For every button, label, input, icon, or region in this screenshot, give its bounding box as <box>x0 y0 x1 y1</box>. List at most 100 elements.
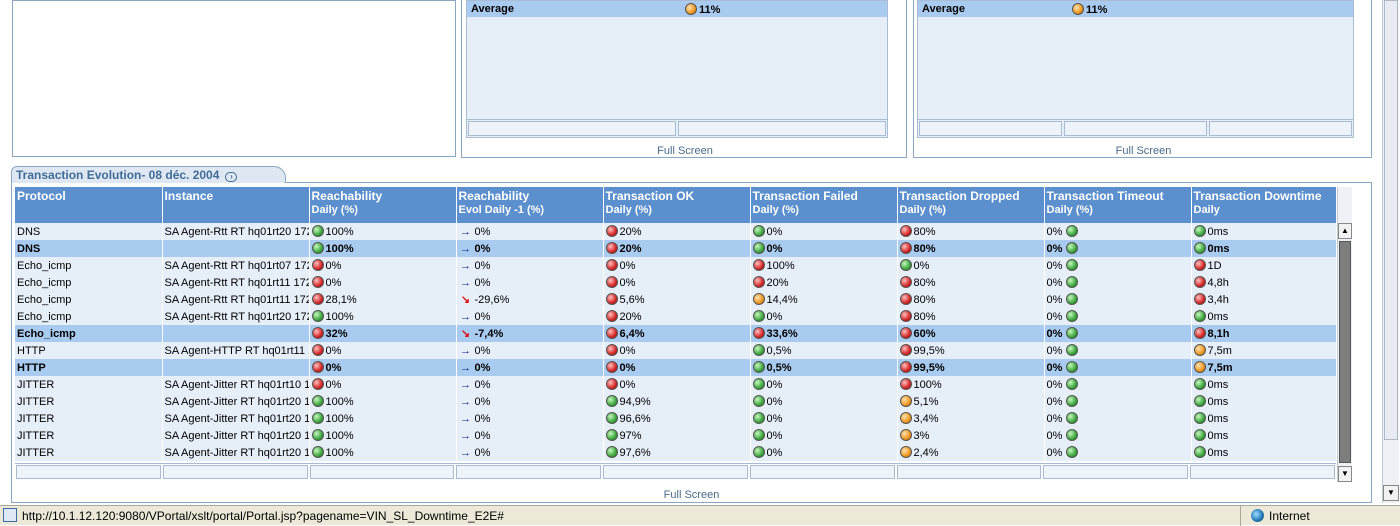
average-value-text: 11% <box>1086 4 1108 16</box>
table-row[interactable]: JITTER SA Agent-Jitter RT hq01rt20 1 100% →… <box>15 444 1336 461</box>
red-dot-icon <box>605 310 618 322</box>
table-scrollbar-thumb[interactable] <box>1339 241 1351 463</box>
table-row[interactable]: JITTER SA Agent-Jitter RT hq01rt20 1 100% →… <box>15 410 1336 427</box>
table-cell: Echo_icmp <box>15 274 162 291</box>
cell-text: 0% <box>474 446 491 459</box>
column-subtitle: Daily (%) <box>311 204 358 216</box>
table-row[interactable]: DNS SA Agent-Rtt RT hq01rt20 172 100% → 0% 20… <box>15 223 1336 240</box>
column-subtitle: Daily (%) <box>899 204 946 216</box>
column-header[interactable]: Transaction Dropped Daily (%) <box>897 187 1045 223</box>
table-cell: 0% <box>750 223 897 240</box>
page-scrollbar-thumb[interactable] <box>1384 0 1398 440</box>
table-row[interactable]: Echo_icmp SA Agent-Rtt RT hq01rt11 172 28,… <box>15 291 1336 308</box>
table-cell: 0% <box>750 308 897 325</box>
cell-text: 100% <box>325 311 354 323</box>
column-header[interactable]: Instance <box>162 187 310 223</box>
table-row[interactable]: Echo_icmp SA Agent-Rtt RT hq01rt20 172 100… <box>15 308 1336 325</box>
table-cell: 8,1h <box>1191 325 1336 342</box>
table-cell: 0% <box>1044 257 1191 274</box>
table-cell: Echo_icmp <box>15 325 162 342</box>
green-dot-icon <box>1066 412 1079 424</box>
summary-row[interactable]: HTTP 0% → 0% 0% 0,5% 99,5% 0% 7,5m <box>15 359 1336 376</box>
table-row[interactable]: JITTER SA Agent-Jitter RT hq01rt10 1 0% → 0%… <box>15 376 1336 393</box>
orange-dot-icon <box>899 429 912 441</box>
arrow-right-icon: → <box>460 310 471 323</box>
table-cell: 94,9% <box>603 393 750 410</box>
table-row[interactable]: Echo_icmp SA Agent-Rtt RT hq01rt11 172 0% →… <box>15 274 1336 291</box>
green-dot-icon <box>752 429 765 441</box>
table-scroll-up-button[interactable]: ▲ <box>1338 223 1352 239</box>
table-row[interactable]: JITTER SA Agent-Jitter RT hq01rt20 1 100% →… <box>15 427 1336 444</box>
cell-text: 100% <box>325 447 354 459</box>
full-screen-link[interactable]: Full Screen <box>1115 145 1172 157</box>
column-header[interactable]: Reachability Evol Daily -1 (%) <box>456 187 604 223</box>
page-icon <box>3 508 17 522</box>
table-scrollbar[interactable]: ▲ ▼ <box>1337 187 1352 482</box>
column-header[interactable]: Transaction Downtime Daily <box>1191 187 1337 223</box>
column-header[interactable]: Protocol <box>15 187 163 223</box>
table-cell: SA Agent-Rtt RT hq01rt20 172 <box>162 308 309 325</box>
tab-transaction-evolution[interactable]: Transaction Evolution- 08 déc. 2004 › <box>11 166 286 183</box>
cell-text: SA Agent-Rtt RT hq01rt20 172 <box>164 225 309 238</box>
table-cell: 0,5% <box>750 342 897 359</box>
red-dot-icon <box>899 276 912 288</box>
full-screen-link[interactable]: Full Screen <box>657 145 713 157</box>
table-cell: → 0% <box>456 240 603 257</box>
table-cell: 0% <box>603 359 750 376</box>
cell-text: 0% <box>766 311 783 323</box>
green-dot-icon <box>311 446 324 458</box>
green-dot-icon <box>752 412 765 424</box>
cell-text: 0% <box>1046 294 1063 306</box>
column-header[interactable]: Transaction Failed Daily (%) <box>750 187 898 223</box>
table-scroll-down-button[interactable]: ▼ <box>1338 466 1352 482</box>
table-row[interactable]: Echo_icmp SA Agent-Rtt RT hq01rt07 172 0% →… <box>15 257 1336 274</box>
table-cell: → 0% <box>456 393 603 410</box>
expand-icon[interactable]: › <box>225 172 238 182</box>
cell-text: 0% <box>766 447 783 459</box>
table-cell: 0% <box>897 257 1044 274</box>
cell-text: 80% <box>913 243 936 255</box>
arrow-down-right-icon: ↘ <box>460 294 471 306</box>
table-cell: 100% <box>309 410 456 427</box>
page-scroll-down-button[interactable]: ▼ <box>1383 485 1399 501</box>
table-row[interactable]: HTTP SA Agent-HTTP RT hq01rt11 1 0% → 0% 0% 0,… <box>15 342 1336 359</box>
cell-text: 100% <box>325 226 354 238</box>
cell-text: 0ms <box>1207 243 1230 255</box>
column-header[interactable]: Reachability Daily (%) <box>309 187 457 223</box>
table-cell: 0% <box>1044 342 1191 359</box>
full-screen-link[interactable]: Full Screen <box>663 489 720 501</box>
table-cell: SA Agent-Rtt RT hq01rt20 172 <box>162 223 309 240</box>
cell-text: 7,5m <box>1207 362 1233 374</box>
cell-text: 80% <box>913 277 936 289</box>
table-cell: → 0% <box>456 444 603 461</box>
table-cell: 0% <box>750 393 897 410</box>
column-header[interactable]: Transaction Timeout Daily (%) <box>1044 187 1192 223</box>
table-cell: 0% <box>1044 308 1191 325</box>
table-cell: → 0% <box>456 342 603 359</box>
table-cell: SA Agent-HTTP RT hq01rt11 1 <box>162 342 309 359</box>
table-cell: 4,8h <box>1191 274 1336 291</box>
page-scrollbar[interactable]: ▼ <box>1382 0 1399 503</box>
table-cell: 0ms <box>1191 240 1336 257</box>
table-row[interactable]: JITTER SA Agent-Jitter RT hq01rt20 1 100% →… <box>15 393 1336 410</box>
cell-text: Echo_icmp <box>17 310 72 323</box>
table-cell: 20% <box>603 223 750 240</box>
summary-row[interactable]: Echo_icmp 32% ↘ -7,4% 6,4% 33,6% 60% 0% 8,1h <box>15 325 1336 342</box>
red-dot-icon <box>311 293 324 305</box>
cell-text: SA Agent-HTTP RT hq01rt11 1 <box>164 344 309 357</box>
green-dot-icon <box>1193 310 1206 322</box>
cell-text: 0% <box>1046 430 1063 442</box>
cell-text: SA Agent-Rtt RT hq01rt11 172 <box>164 293 309 306</box>
arrow-right-icon: → <box>460 395 471 408</box>
column-header[interactable]: Transaction OK Daily (%) <box>603 187 751 223</box>
cell-text: 0% <box>474 225 491 238</box>
cell-text: 100% <box>325 413 354 425</box>
cell-text: 0% <box>474 259 491 272</box>
cell-text: 0ms <box>1207 379 1229 391</box>
cell-text: 0% <box>474 378 491 391</box>
cell-text: 0% <box>474 395 491 408</box>
table-cell: 0% <box>309 376 456 393</box>
cell-text: 80% <box>913 294 936 306</box>
summary-row[interactable]: DNS 100% → 0% 20% 0% 80% 0% 0ms <box>15 240 1336 257</box>
top-middle-panel: Average 11% Full Screen <box>461 0 907 158</box>
